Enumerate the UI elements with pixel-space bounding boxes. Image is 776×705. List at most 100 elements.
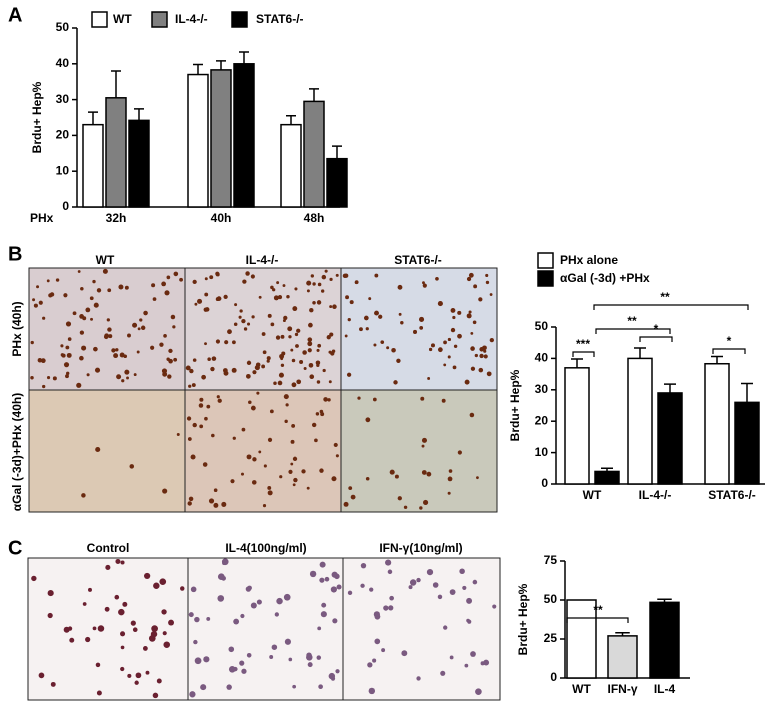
nucleus	[82, 316, 87, 321]
nucleus	[380, 340, 385, 344]
nucleus	[60, 353, 65, 357]
nucleus	[67, 626, 73, 631]
nucleus	[295, 344, 299, 348]
nucleus	[47, 589, 54, 597]
nucleus	[266, 359, 270, 363]
nucleus	[118, 608, 125, 616]
nucleus	[403, 505, 408, 510]
nucleus	[316, 348, 320, 352]
nucleus	[280, 357, 284, 361]
nucleus	[258, 295, 262, 299]
nucleus	[388, 605, 394, 611]
micrograph	[184, 389, 342, 513]
nucleus	[93, 302, 99, 308]
x-tick-label: WT	[572, 682, 591, 696]
nucleus	[354, 280, 359, 285]
error-bar	[88, 111, 98, 125]
nucleus	[77, 270, 81, 273]
nucleus	[470, 651, 476, 657]
significance-label: **	[660, 290, 670, 304]
nucleus	[457, 333, 462, 339]
nucleus	[309, 307, 314, 313]
nucleus	[270, 322, 275, 327]
nucleus	[267, 490, 273, 496]
nucleus	[409, 579, 417, 586]
x-tick-label: 48h	[304, 211, 325, 225]
nucleus	[308, 322, 313, 328]
nucleus	[317, 282, 322, 287]
nucleus	[301, 469, 306, 474]
legend-swatch	[537, 252, 554, 269]
nucleus	[121, 379, 125, 383]
nucleus	[317, 343, 322, 348]
nucleus	[103, 334, 109, 340]
nucleus	[132, 322, 138, 328]
nucleus	[85, 307, 91, 313]
nucleus	[330, 586, 337, 593]
nucleus	[250, 405, 256, 411]
nucleus	[187, 501, 192, 506]
nucleus	[168, 348, 173, 354]
nucleus	[316, 363, 320, 368]
nucleus	[329, 277, 333, 282]
nucleus	[288, 335, 292, 339]
nucleus	[294, 287, 298, 291]
y-axis-label: Brdu+ Hep%	[508, 369, 522, 441]
nucleus	[81, 493, 86, 498]
error-bar	[309, 88, 319, 102]
significance-label: ***	[576, 337, 590, 351]
nucleus	[159, 578, 167, 586]
nucleus	[118, 284, 124, 290]
nucleus	[453, 344, 458, 349]
nucleus	[88, 587, 92, 592]
nucleus	[120, 631, 126, 637]
nucleus	[105, 564, 111, 571]
nucleus	[168, 358, 173, 364]
nucleus	[280, 363, 285, 367]
nucleus	[231, 340, 236, 345]
nucleus	[328, 672, 336, 680]
nucleus	[315, 412, 320, 416]
nucleus	[357, 396, 361, 400]
nucleus	[420, 396, 425, 401]
legend-swatch	[231, 11, 248, 28]
nucleus	[397, 284, 403, 290]
nucleus	[76, 382, 82, 388]
nucleus	[246, 652, 252, 658]
nucleus	[308, 363, 314, 368]
nucleus	[190, 454, 196, 460]
nucleus	[292, 684, 297, 689]
nucleus	[447, 491, 451, 495]
nucleus	[241, 318, 246, 324]
nucleus	[137, 327, 141, 331]
nucleus	[307, 341, 313, 347]
nucleus	[344, 334, 348, 338]
nucleus	[365, 417, 371, 423]
nucleus	[248, 400, 252, 404]
y-tick-label: 50	[56, 20, 70, 34]
nucleus	[307, 337, 313, 342]
nucleus	[247, 585, 252, 591]
nucleus	[211, 433, 215, 438]
nucleus	[470, 331, 474, 335]
nucleus	[65, 374, 69, 379]
nucleus	[208, 498, 215, 504]
nucleus	[374, 310, 379, 316]
nucleus	[251, 315, 255, 319]
nucleus	[452, 365, 457, 370]
x-tick-label: 40h	[211, 211, 232, 225]
nucleus	[389, 469, 395, 475]
nucleus	[448, 469, 453, 473]
nucleus	[38, 672, 45, 679]
nucleus	[162, 488, 168, 494]
nucleus	[120, 645, 125, 650]
nucleus	[360, 583, 365, 588]
nucleus	[63, 362, 70, 368]
nucleus	[350, 494, 356, 500]
nucleus	[150, 345, 155, 350]
nucleus	[421, 470, 427, 475]
nucleus	[246, 360, 252, 366]
nucleus	[312, 301, 316, 305]
panel-label: A	[8, 4, 22, 26]
nucleus	[310, 274, 315, 278]
